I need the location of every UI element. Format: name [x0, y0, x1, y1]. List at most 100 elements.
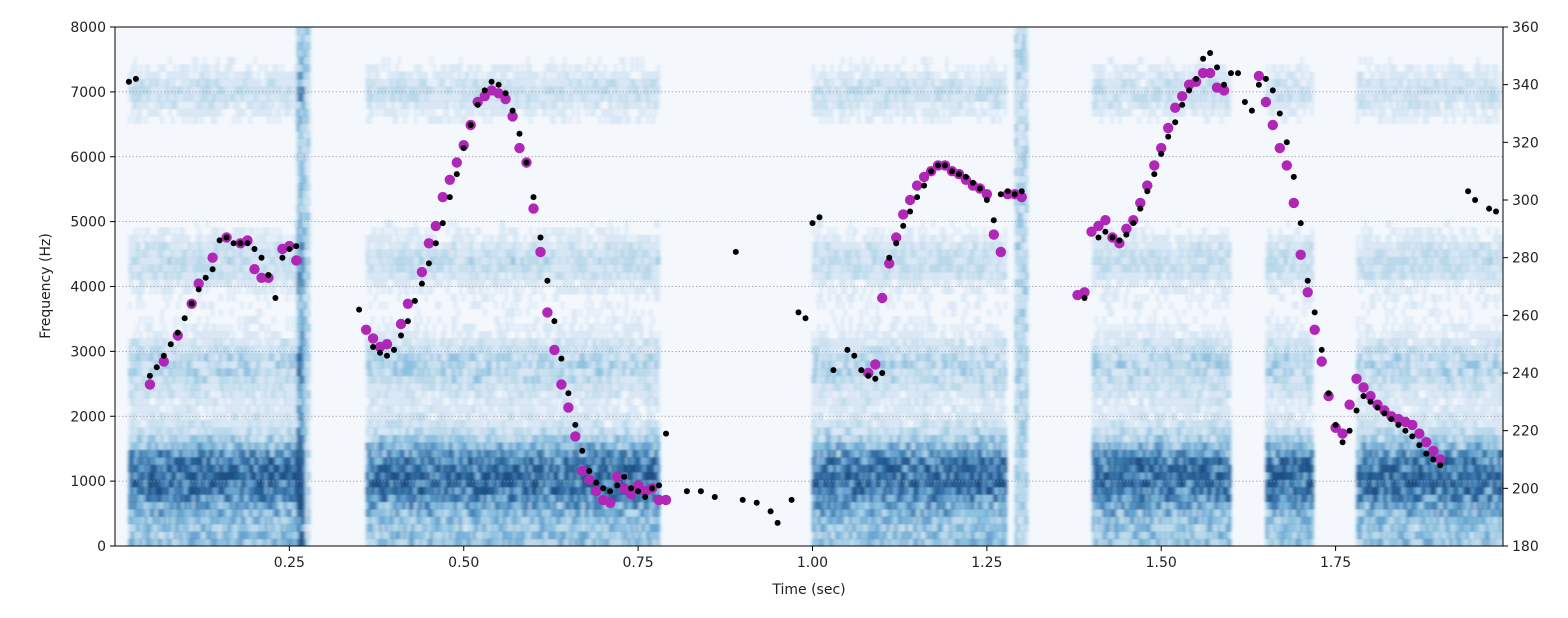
spectrogram-cell: [139, 420, 143, 429]
spectrogram-cell: [379, 86, 383, 95]
spectrogram-cell: [208, 360, 212, 369]
spectrogram-cell: [267, 101, 271, 110]
spectrogram-cell: [256, 227, 260, 236]
spectrogram-cell: [414, 397, 418, 406]
spectrogram-cell: [264, 405, 268, 414]
spectrogram-cell: [427, 479, 431, 488]
spectrogram-cell: [403, 434, 407, 443]
spectrogram-cell: [424, 71, 428, 80]
spectrogram-cell: [454, 293, 458, 302]
spectrogram-cell: [304, 471, 308, 480]
spectrogram-cell: [304, 123, 308, 132]
spectrogram-cell: [139, 390, 143, 399]
spectrogram-cell: [181, 457, 185, 466]
spectrogram-cell: [373, 234, 378, 243]
spectrogram-cell: [144, 531, 148, 540]
spectrogram-cell: [454, 264, 458, 273]
spectrogram-cell: [483, 449, 487, 458]
spectrogram-cell: [456, 390, 460, 399]
spectrogram-cell: [395, 382, 399, 391]
spectrogram-cell: [131, 449, 135, 458]
spectrogram-cell: [387, 397, 391, 406]
spectrogram-cell: [296, 49, 300, 58]
spectrogram-cell: [459, 116, 463, 125]
spectrogram-cell: [192, 508, 196, 517]
spectrogram-cell: [272, 264, 276, 273]
spectrogram-cell: [446, 427, 450, 436]
spectrogram-cell: [200, 271, 204, 280]
spectrogram-cell: [136, 479, 140, 488]
spectrogram-cell: [427, 93, 431, 102]
spectrogram-cell: [269, 516, 274, 525]
spectrogram-cell: [400, 271, 404, 280]
spectrogram-cell: [155, 420, 159, 429]
spectrogram-cell: [285, 390, 290, 399]
spectrogram-cell: [237, 479, 242, 488]
spectrogram-cell: [400, 382, 404, 391]
spectrogram-cell: [200, 234, 204, 243]
spectrogram-cell: [480, 293, 484, 302]
spectrogram-cell: [264, 101, 268, 110]
spectrogram-cell: [285, 353, 290, 362]
spectrogram-cell: [304, 345, 308, 354]
spectrogram-cell: [301, 190, 306, 199]
spectrogram-cell: [307, 242, 311, 251]
spectrogram-cell: [213, 64, 218, 73]
spectrogram-cell: [419, 71, 423, 80]
spectrogram-cell: [283, 256, 287, 265]
spectrogram-cell: [213, 279, 218, 288]
spectrogram-cell: [280, 64, 284, 73]
spectrogram-cell: [422, 427, 426, 436]
spectrogram-cell: [419, 338, 423, 347]
spectrogram-cell: [136, 323, 140, 332]
spectrogram-cell: [419, 382, 423, 391]
spectrogram-cell: [373, 420, 378, 429]
spectrogram-cell: [157, 108, 161, 117]
spectrogram-cell: [171, 420, 175, 429]
spectrogram-cell: [139, 249, 143, 258]
spectrogram-cell: [173, 494, 177, 503]
spectrogram-cell: [165, 375, 169, 384]
spectrogram-cell: [427, 442, 431, 451]
spectrogram-cell: [203, 508, 207, 517]
spectrogram-cell: [395, 242, 399, 251]
spectrogram-cell: [256, 249, 260, 258]
spectrogram-cell: [285, 479, 290, 488]
spectrogram-cell: [373, 390, 378, 399]
spectrogram-cell: [237, 249, 242, 258]
spectrogram-cell: [208, 464, 212, 473]
spectrogram-cell: [301, 234, 306, 243]
spectrogram-cell: [155, 264, 159, 273]
spectrogram-cell: [141, 338, 145, 347]
spectrogram-cell: [211, 116, 215, 125]
spectrogram-cell: [424, 405, 428, 414]
spectrogram-cell: [133, 360, 137, 369]
spectrogram-cell: [208, 449, 212, 458]
spectrogram-cell: [416, 494, 420, 503]
spectrogram-cell: [216, 531, 220, 540]
spectrogram-cell: [296, 71, 300, 80]
spectrogram-cell: [405, 345, 410, 354]
spectrogram-cell: [243, 397, 247, 406]
spectrogram-cell: [397, 538, 402, 546]
spectrogram-cell: [422, 338, 426, 347]
spectrogram-cell: [253, 523, 258, 532]
spectrogram-cell: [235, 375, 239, 384]
spectrogram-cell: [451, 434, 455, 443]
spectrogram-cell: [419, 249, 423, 258]
spectrogram-cell: [269, 397, 274, 406]
spectrogram-cell: [176, 271, 180, 280]
spectrogram-cell: [245, 471, 250, 480]
spectrogram-cell: [277, 249, 282, 258]
spectrogram-cell: [427, 101, 431, 110]
spectrogram-cell: [208, 64, 212, 73]
spectrogram-cell: [443, 353, 447, 362]
spectrogram-cell: [173, 64, 177, 73]
spectrogram-cell: [299, 34, 303, 43]
spectrogram-cell: [381, 382, 386, 391]
spectrogram-cell: [144, 375, 148, 384]
spectrogram-cell: [192, 449, 196, 458]
spectrogram-cell: [408, 390, 412, 399]
spectrogram-cell: [192, 464, 196, 473]
spectrogram-cell: [368, 301, 372, 310]
